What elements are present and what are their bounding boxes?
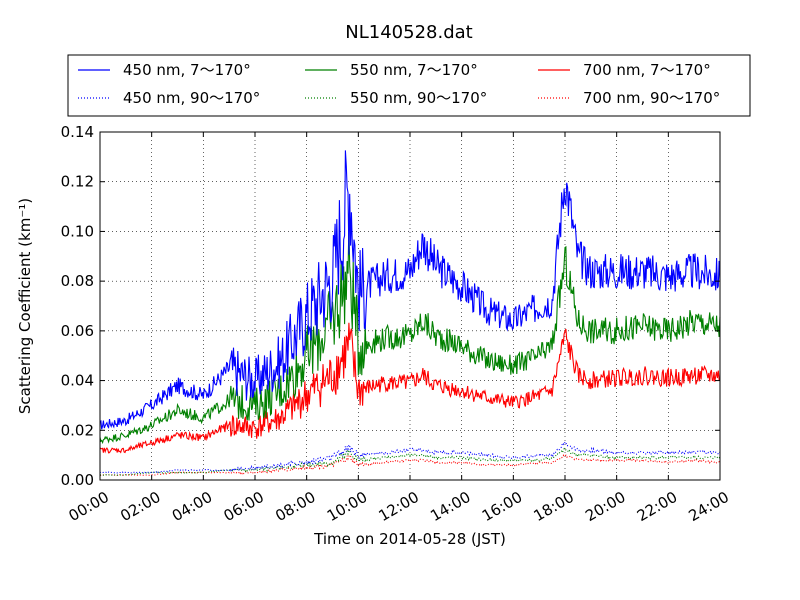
y-tick-label: 0.08 [61,272,94,290]
series-line [99,447,721,476]
legend-label: 700 nm, 90～170° [583,89,720,107]
legend-label: 450 nm, 7～170° [123,61,251,79]
x-axis-label: Time on 2014-05-28 (JST) [313,530,506,548]
x-tick-label: 12:00 [376,488,422,525]
legend-label: 550 nm, 90～170° [350,89,487,107]
series-lines [99,150,721,476]
x-tick-label: 06:00 [221,488,267,525]
series-line [99,150,721,430]
y-tick-label: 0.02 [61,421,94,439]
y-tick-label: 0.06 [61,322,94,340]
chart-title: NL140528.dat [345,22,472,43]
series-line [99,224,721,445]
x-tick-label: 10:00 [324,488,370,525]
x-tick-label: 14:00 [427,488,473,525]
x-tick-label: 20:00 [582,488,628,525]
y-tick-label: 0.14 [61,123,94,141]
legend-label: 450 nm, 90～170° [123,89,260,107]
grid [99,131,721,481]
x-tick-label: 04:00 [169,488,215,525]
x-tick-label: 02:00 [117,488,163,525]
x-tick-label: 00:00 [66,488,112,525]
y-tick-label: 0.00 [61,471,94,489]
y-axis: 0.00 0.02 0.04 0.06 0.08 0.10 0.12 0.14 [61,123,720,489]
x-tick-label: 22:00 [634,488,680,525]
legend: 450 nm, 7～170° 550 nm, 7～170° 700 nm, 7～17… [67,54,751,117]
series-line [99,441,721,474]
y-tick-label: 0.04 [61,372,94,390]
legend-box [67,54,751,117]
x-tick-label: 24:00 [686,488,732,525]
x-tick-label: 16:00 [479,488,525,525]
legend-label: 700 nm, 7～170° [583,61,711,79]
x-tick-label: 08:00 [272,488,318,525]
y-tick-label: 0.12 [61,173,94,191]
x-tick-label: 18:00 [531,488,577,525]
y-tick-label: 0.10 [61,222,94,240]
series-line [99,322,721,454]
legend-label: 550 nm, 7～170° [350,61,478,79]
y-axis-label: Scattering Coefficient (km⁻¹) [16,198,34,414]
